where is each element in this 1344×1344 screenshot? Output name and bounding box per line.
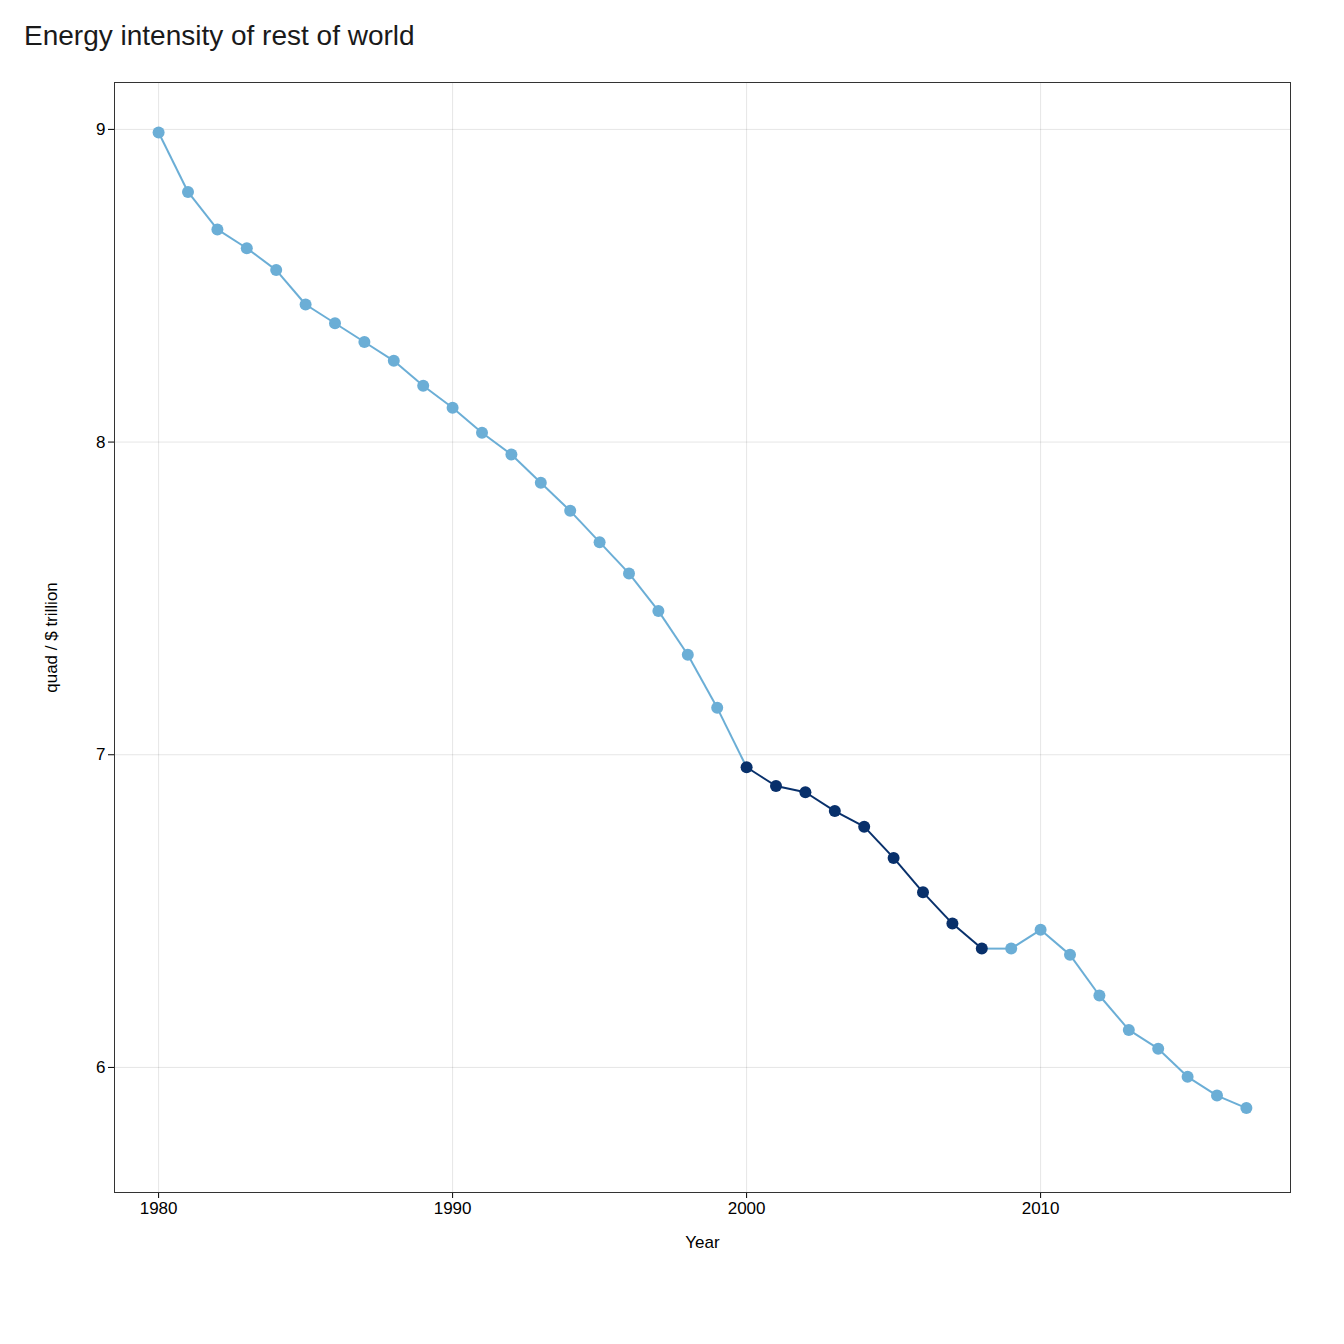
html-text:Energy intensity of rest of wo: Energy intensity of rest of world — [24, 20, 415, 51]
svg-text:9: 9 — [96, 120, 105, 139]
svg-text:8: 8 — [96, 433, 105, 452]
svg-text:quad / $ trillion: quad / $ trillion — [42, 582, 61, 693]
svg-text:6: 6 — [96, 1058, 105, 1077]
svg-text:Year: Year — [685, 1233, 720, 1252]
svg-text:2000: 2000 — [728, 1199, 766, 1218]
svg-text:7: 7 — [96, 745, 105, 764]
svg-text:1990: 1990 — [434, 1199, 472, 1218]
svg-text:1980: 1980 — [140, 1199, 178, 1218]
svg-text:2010: 2010 — [1022, 1199, 1060, 1218]
